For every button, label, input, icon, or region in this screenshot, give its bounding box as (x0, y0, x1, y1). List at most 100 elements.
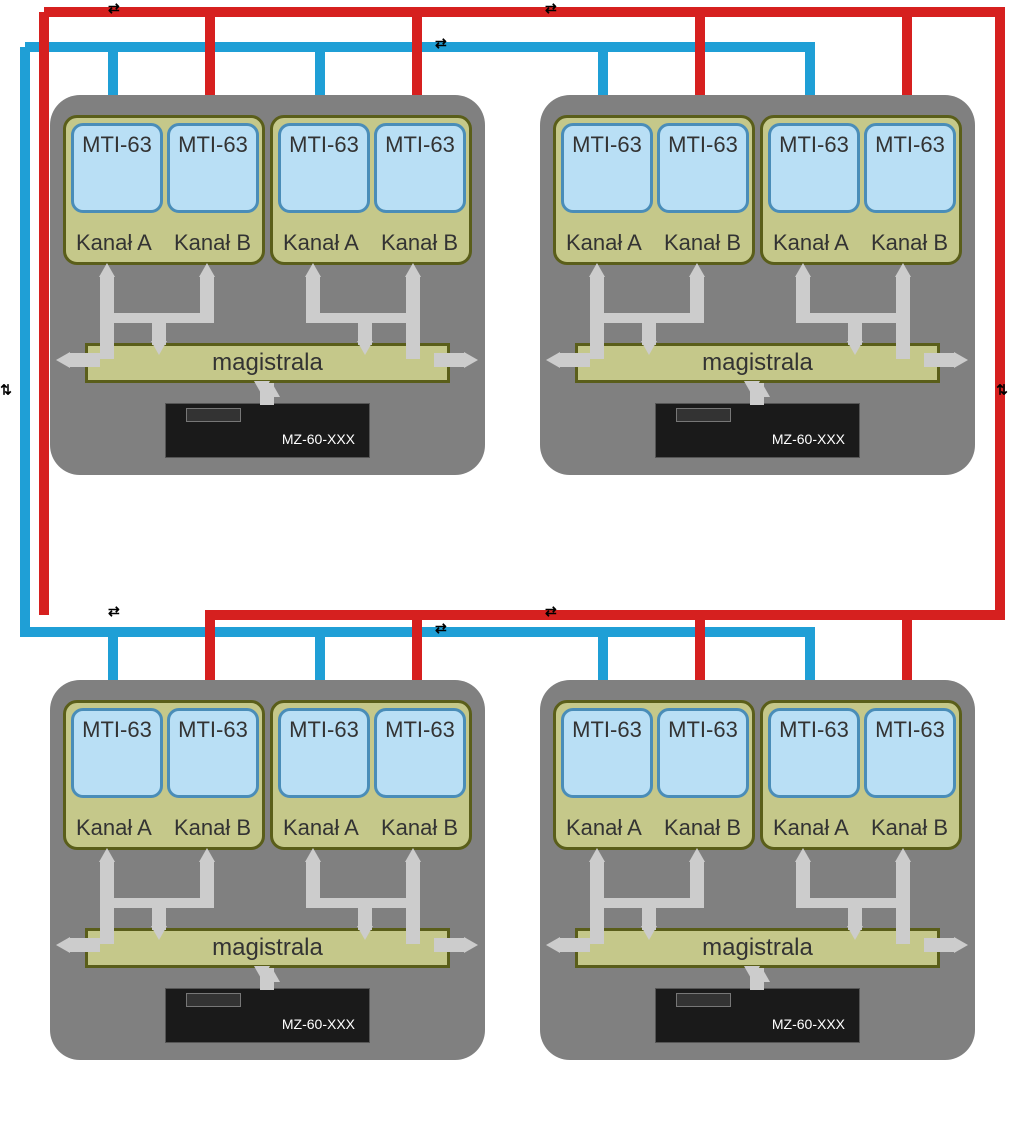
mti-module: MTI-63 (561, 123, 653, 213)
grey-arrow-right-icon (464, 937, 478, 953)
grey-connector (306, 898, 420, 908)
mz-device: MZ-60-XXX (165, 988, 370, 1043)
device-ports (186, 993, 241, 1007)
grey-arrow-up-icon (689, 263, 705, 277)
bus-label: magistrala (212, 349, 323, 376)
node-panel: MTI-63 MTI-63 Kanał A Kanał B MTI-63 MTI… (50, 680, 485, 1060)
kanal-b-label: Kanał B (871, 815, 948, 841)
grey-arrow-down-icon (641, 341, 657, 355)
device-label: MZ-60-XXX (772, 431, 845, 447)
device-label: MZ-60-XXX (772, 1016, 845, 1032)
grey-connector (68, 353, 100, 367)
grey-arrow-up-icon (305, 848, 321, 862)
node-panel: MTI-63 MTI-63 Kanał A Kanał B MTI-63 MTI… (540, 680, 975, 1060)
grey-arrow-left-icon (546, 352, 560, 368)
kanal-a-label: Kanał A (76, 815, 152, 841)
bus-label: magistrala (212, 934, 323, 961)
grey-arrow-left-icon (56, 352, 70, 368)
kanal-b-label: Kanał B (664, 230, 741, 256)
mz-device: MZ-60-XXX (165, 403, 370, 458)
kanal-a-label: Kanał A (76, 230, 152, 256)
grey-arrow-down-icon (641, 926, 657, 940)
mti-pair: MTI-63 MTI-63 Kanał A Kanał B (63, 115, 265, 265)
grey-connector (406, 898, 420, 944)
device-label: MZ-60-XXX (282, 1016, 355, 1032)
exchange-icon: ⇄ (435, 620, 447, 637)
mz-device: MZ-60-XXX (655, 403, 860, 458)
mti-label: MTI-63 (668, 717, 738, 742)
mti-module: MTI-63 (768, 708, 860, 798)
exchange-icon: ⇄ (545, 0, 557, 17)
exchange-icon: ⇄ (545, 603, 557, 620)
mti-module: MTI-63 (71, 123, 163, 213)
grey-connector (68, 938, 100, 952)
mti-module: MTI-63 (278, 123, 370, 213)
grey-arrow-up-icon (589, 848, 605, 862)
kanal-a-label: Kanał A (566, 815, 642, 841)
node-panel: MTI-63 MTI-63 Kanał A Kanał B MTI-63 MTI… (50, 95, 485, 475)
grey-connector (558, 938, 590, 952)
grey-connector (590, 898, 704, 908)
kanal-b-label: Kanał B (664, 815, 741, 841)
exchange-icon: ⇄ (993, 384, 1010, 396)
mti-pair: MTI-63 MTI-63 Kanał A Kanał B (760, 700, 962, 850)
mti-label: MTI-63 (178, 717, 248, 742)
grey-arrow-down-icon (847, 341, 863, 355)
kanal-a-label: Kanał A (773, 815, 849, 841)
grey-connector (924, 353, 956, 367)
bus-bar: magistrala (85, 343, 450, 383)
device-label: MZ-60-XXX (282, 431, 355, 447)
grey-connector (796, 898, 910, 908)
mti-label: MTI-63 (82, 717, 152, 742)
grey-connector (558, 353, 590, 367)
grey-arrow-up-icon (199, 848, 215, 862)
grey-arrow-up-icon (895, 848, 911, 862)
mti-module: MTI-63 (374, 123, 466, 213)
mti-label: MTI-63 (572, 717, 642, 742)
mti-module: MTI-63 (167, 708, 259, 798)
grey-arrow-down-icon (357, 926, 373, 940)
mti-module: MTI-63 (561, 708, 653, 798)
exchange-icon: ⇄ (108, 0, 120, 17)
mti-module: MTI-63 (657, 123, 749, 213)
grey-arrow-up-icon (264, 968, 280, 982)
mti-label: MTI-63 (82, 132, 152, 157)
kanal-b-label: Kanał B (381, 815, 458, 841)
mti-label: MTI-63 (385, 717, 455, 742)
grey-arrow-up-icon (795, 263, 811, 277)
grey-connector (796, 313, 910, 323)
grey-connector (924, 938, 956, 952)
bus-bar: magistrala (575, 928, 940, 968)
bus-label: magistrala (702, 934, 813, 961)
grey-arrow-up-icon (199, 263, 215, 277)
exchange-icon: ⇄ (0, 384, 14, 396)
mti-pair: MTI-63 MTI-63 Kanał A Kanał B (270, 115, 472, 265)
device-ports (676, 408, 731, 422)
grey-arrow-down-icon (847, 926, 863, 940)
mti-module: MTI-63 (374, 708, 466, 798)
exchange-icon: ⇄ (108, 603, 120, 620)
grey-connector (100, 898, 214, 908)
grey-arrow-right-icon (954, 937, 968, 953)
grey-arrow-down-icon (151, 341, 167, 355)
kanal-b-label: Kanał B (174, 815, 251, 841)
mti-module: MTI-63 (864, 708, 956, 798)
grey-connector (434, 938, 466, 952)
mti-module: MTI-63 (768, 123, 860, 213)
mti-label: MTI-63 (385, 132, 455, 157)
mti-module: MTI-63 (167, 123, 259, 213)
grey-arrow-up-icon (305, 263, 321, 277)
grey-arrow-up-icon (264, 383, 280, 397)
bus-bar: magistrala (575, 343, 940, 383)
bus-label: magistrala (702, 349, 813, 376)
grey-arrow-up-icon (99, 263, 115, 277)
grey-arrow-down-icon (357, 341, 373, 355)
kanal-b-label: Kanał B (174, 230, 251, 256)
mz-device: MZ-60-XXX (655, 988, 860, 1043)
mti-module: MTI-63 (278, 708, 370, 798)
mti-module: MTI-63 (71, 708, 163, 798)
grey-arrow-up-icon (589, 263, 605, 277)
exchange-icon: ⇄ (435, 35, 447, 52)
kanal-b-label: Kanał B (871, 230, 948, 256)
grey-arrow-up-icon (689, 848, 705, 862)
